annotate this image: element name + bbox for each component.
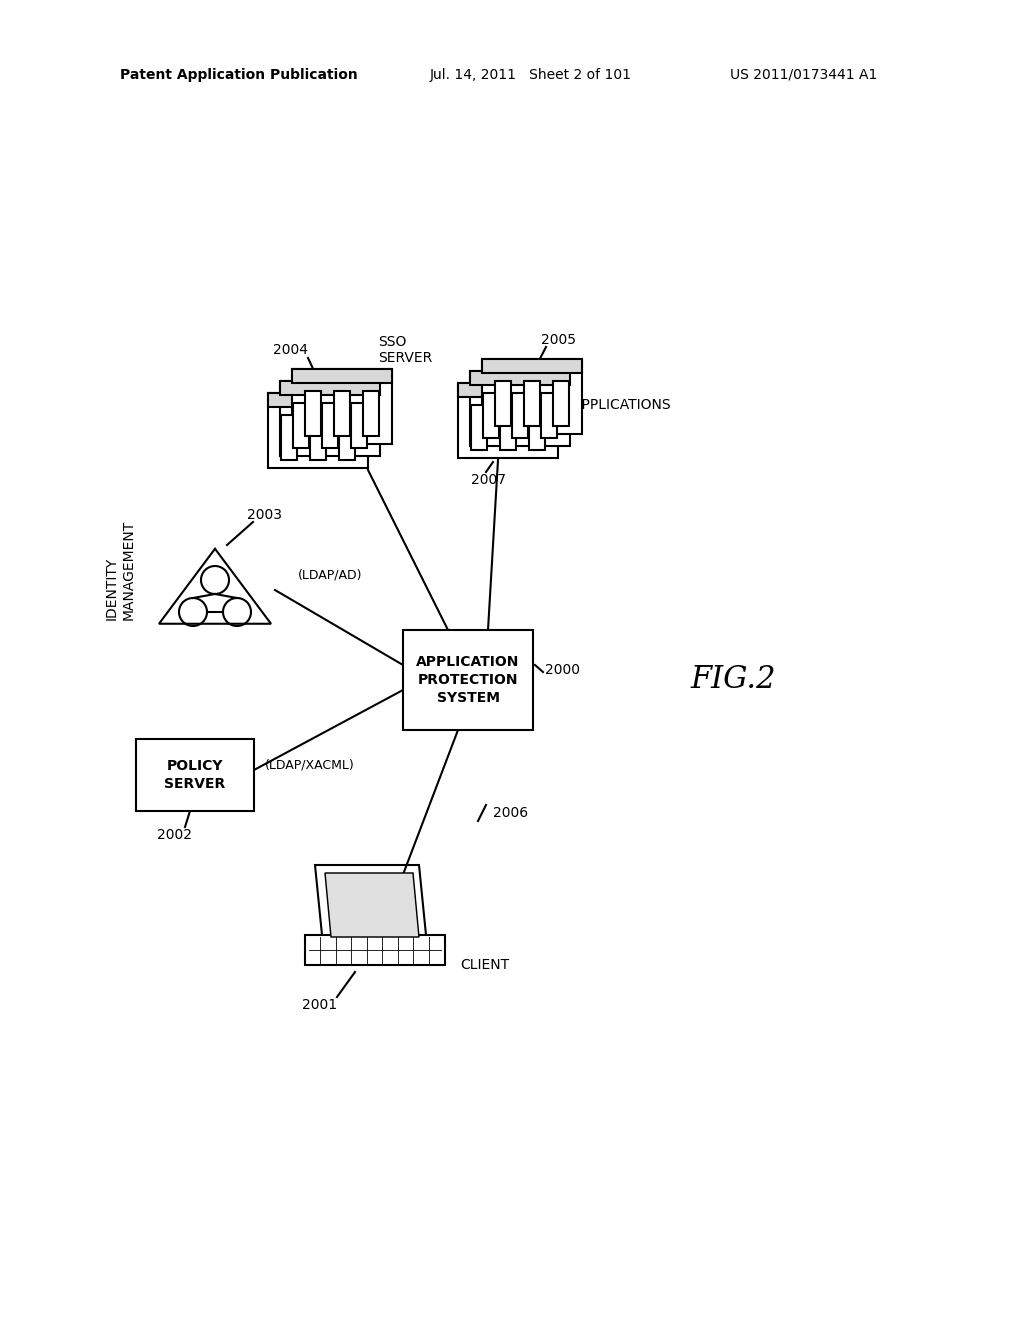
Text: (LDAP/AD): (LDAP/AD)	[298, 569, 362, 582]
Bar	[553, 380, 569, 425]
Bar	[281, 414, 297, 459]
Bar	[482, 359, 582, 433]
Bar	[362, 391, 379, 436]
Text: APPLICATION
PROTECTION
SYSTEM: APPLICATION PROTECTION SYSTEM	[417, 655, 520, 705]
Text: 2001: 2001	[302, 998, 338, 1012]
Bar	[339, 414, 355, 459]
Text: FIG.2: FIG.2	[690, 664, 775, 696]
Bar	[458, 383, 558, 396]
Text: APPLICATIONS: APPLICATIONS	[573, 399, 672, 412]
Bar	[310, 414, 326, 459]
Text: CLIENT: CLIENT	[460, 958, 509, 972]
Bar	[403, 630, 534, 730]
Text: IDENTITY
MANAGEMENT: IDENTITY MANAGEMENT	[105, 520, 135, 620]
Text: Jul. 14, 2011   Sheet 2 of 101: Jul. 14, 2011 Sheet 2 of 101	[430, 69, 632, 82]
Bar	[351, 403, 367, 447]
Bar	[482, 359, 582, 372]
Text: SSO
SERVER: SSO SERVER	[378, 335, 432, 366]
Bar	[280, 380, 380, 395]
Text: (LDAP/XACML): (LDAP/XACML)	[265, 759, 355, 771]
Text: US 2011/0173441 A1: US 2011/0173441 A1	[730, 69, 878, 82]
Bar	[524, 380, 540, 425]
Bar	[500, 404, 516, 450]
Bar	[495, 380, 511, 425]
Bar	[322, 403, 338, 447]
Bar	[458, 383, 558, 458]
Bar	[541, 392, 557, 437]
Text: 2003: 2003	[248, 508, 283, 521]
Bar	[305, 391, 321, 436]
Text: 2006: 2006	[493, 807, 528, 820]
Text: POLICY
SERVER: POLICY SERVER	[165, 759, 225, 791]
Bar	[292, 368, 392, 444]
Text: 2005: 2005	[541, 333, 575, 347]
Bar	[483, 392, 499, 437]
Bar	[268, 392, 368, 407]
Bar	[470, 371, 570, 446]
Bar	[471, 404, 487, 450]
Text: 2004: 2004	[272, 343, 307, 356]
Bar	[512, 392, 528, 437]
Text: 2002: 2002	[158, 828, 193, 842]
Bar	[136, 739, 254, 810]
Bar	[280, 380, 380, 455]
Bar	[268, 392, 368, 467]
Bar	[305, 935, 445, 965]
Bar	[334, 391, 350, 436]
Bar	[470, 371, 570, 384]
Bar	[293, 403, 309, 447]
Text: 2007: 2007	[470, 473, 506, 487]
Text: 2000: 2000	[545, 663, 580, 677]
Bar	[292, 368, 392, 383]
Polygon shape	[325, 873, 419, 937]
Text: Patent Application Publication: Patent Application Publication	[120, 69, 357, 82]
Bar	[529, 404, 545, 450]
